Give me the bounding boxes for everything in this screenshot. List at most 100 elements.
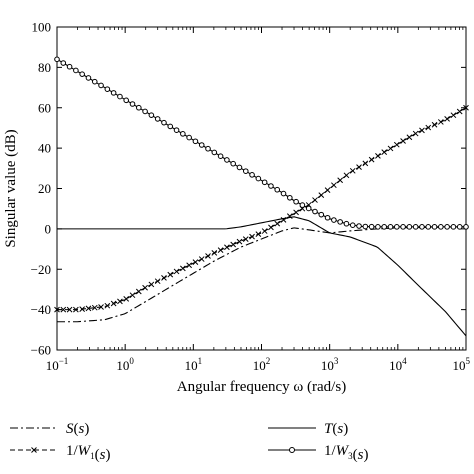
series-marker-circle (60, 60, 67, 66)
series-marker-x (356, 164, 362, 170)
series-marker-x (312, 197, 318, 203)
series-marker-circle (136, 104, 142, 111)
legend-item-2: 1/W1(s) (10, 443, 111, 463)
series-marker-circle (66, 63, 73, 70)
series-marker-x (154, 278, 161, 285)
series-marker-x (217, 247, 224, 253)
series-marker-circle (406, 224, 413, 230)
y-tick-label: −40 (31, 302, 51, 317)
y-tick-label: −20 (31, 262, 51, 277)
series-marker-x (318, 192, 325, 198)
x-tick-label: 104 (389, 356, 407, 373)
series-marker-circle (110, 90, 117, 96)
series-marker-x (79, 306, 86, 312)
series-marker-x (230, 241, 237, 248)
series-marker-x (268, 224, 274, 231)
legend-item-0: S(s) (10, 421, 89, 437)
series-marker-x (161, 275, 167, 281)
series-marker-x (412, 130, 419, 137)
series-marker-circle (280, 190, 287, 197)
series-marker-circle (198, 142, 205, 148)
series-marker-x (450, 112, 457, 119)
series-marker-circle (412, 224, 419, 230)
plot-frame (56, 26, 467, 351)
series-line-2 (57, 216, 467, 337)
series-marker-x (236, 238, 243, 245)
series-marker-circle (85, 75, 92, 81)
series-marker-x (205, 253, 211, 259)
series-marker-x (66, 306, 73, 313)
series-marker-x (135, 288, 142, 295)
series-marker-x (381, 149, 388, 155)
series-marker-x (198, 256, 205, 262)
series-marker-circle (224, 157, 230, 163)
y-tick-label: 80 (38, 60, 51, 75)
series-marker-circle (261, 179, 268, 186)
series-marker-circle (274, 186, 281, 193)
series-group (54, 56, 469, 337)
series-marker-x (211, 250, 218, 256)
y-tick-label: 40 (38, 141, 51, 156)
series-marker-x (349, 167, 356, 174)
series-marker-circle (387, 224, 394, 230)
series-marker-circle (211, 149, 218, 156)
x-tick-label: 105 (453, 356, 471, 373)
series-marker-x (431, 121, 438, 128)
series-marker-x (173, 268, 180, 275)
legend-item-3: 1/W3(s) (268, 443, 369, 463)
series-marker-circle (54, 56, 60, 63)
series-marker-x (400, 138, 406, 144)
series-marker-circle (368, 223, 375, 230)
series-marker-circle (236, 164, 243, 171)
series-marker-x (129, 292, 136, 299)
series-marker-x (142, 284, 148, 291)
series-marker-circle (463, 224, 469, 230)
series-marker-circle (217, 153, 224, 159)
x-axis-label: Angular frequency ω (rad/s) (177, 379, 346, 395)
series-marker-x (117, 298, 123, 305)
y-tick-label: 0 (45, 221, 52, 236)
series-marker-x (274, 220, 281, 227)
series-marker-circle (148, 112, 155, 118)
series-marker-x (73, 306, 79, 313)
series-marker-circle (324, 214, 331, 221)
series-marker-x (456, 108, 463, 115)
series-marker-circle (255, 175, 262, 182)
series-marker-circle (98, 82, 104, 89)
series-marker-circle (91, 78, 98, 85)
series-marker-circle (331, 217, 337, 223)
series-marker-circle (312, 208, 318, 215)
legend-marker-x (31, 447, 37, 453)
series-marker-x (91, 304, 98, 311)
series-marker-x (444, 116, 450, 122)
series-marker-x (293, 209, 299, 216)
series-marker-circle (123, 97, 130, 104)
series-marker-circle (444, 224, 450, 230)
series-marker-x (186, 262, 192, 269)
series-marker-circle (450, 224, 457, 230)
series-marker-circle (192, 138, 199, 145)
legend: S(s) T(s) 1/W1(s) 1/W3(s) (10, 421, 369, 463)
legend-label: 1/W3(s) (324, 443, 369, 463)
x-tick-label: 10−1 (46, 356, 69, 373)
series-marker-x (324, 187, 331, 194)
series-marker-circle (456, 224, 463, 230)
x-tick-label: 103 (321, 356, 339, 373)
series-marker-x (437, 119, 444, 125)
series-marker-circle (205, 145, 211, 152)
series-marker-circle (129, 101, 136, 107)
series-marker-x (85, 305, 92, 312)
series-marker-x (192, 259, 199, 266)
legend-label: T(s) (324, 421, 348, 437)
series-marker-x (60, 306, 67, 313)
series-marker-circle (337, 219, 343, 225)
ticks: −60 −40 −20 0 20 40 60 80 100 10−1 100 101 102 103 104… (31, 20, 471, 374)
legend-label: 1/W1(s) (66, 443, 111, 463)
series-marker-x (337, 177, 344, 184)
series-marker-circle (180, 131, 186, 137)
series-marker-x (368, 156, 375, 163)
series-marker-circle (230, 160, 236, 167)
series-marker-circle (305, 205, 312, 212)
y-tick-label: 60 (38, 100, 51, 115)
